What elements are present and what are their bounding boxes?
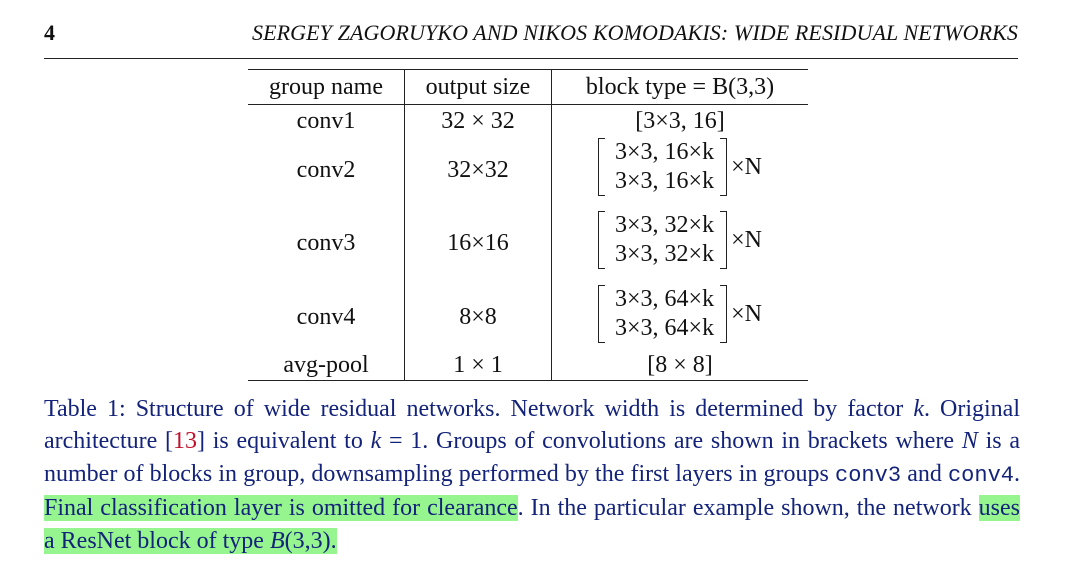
cell-block: 3×3, 64×k 3×3, 64×k ×N bbox=[551, 282, 808, 351]
caption-var-k: k bbox=[913, 396, 924, 422]
caption-text: . In the particular example shown, the n… bbox=[517, 495, 979, 522]
right-bracket bbox=[720, 211, 728, 269]
caption-text: is a number of blocks in group, downsamp… bbox=[44, 428, 1020, 487]
caption-text: . bbox=[1014, 460, 1020, 487]
block-multiplier: ×N bbox=[731, 154, 762, 180]
caption-text: and bbox=[901, 460, 948, 487]
caption-code: conv4 bbox=[947, 462, 1014, 488]
block-line: 3×3, 32×k bbox=[615, 241, 715, 267]
left-bracket bbox=[598, 138, 606, 196]
table-caption: Table 1: Structure of wide residual netw… bbox=[44, 393, 1021, 557]
citation-link[interactable]: 13 bbox=[172, 428, 197, 455]
cell-output: 8×8 bbox=[404, 282, 552, 351]
caption-var-k: k bbox=[370, 428, 382, 455]
block-line: 3×3, 64×k bbox=[615, 315, 715, 341]
caption-text: = 1. Groups of convolutions are shown in… bbox=[381, 428, 962, 455]
page-number: 4 bbox=[44, 20, 55, 45]
table-row: conv3 16×16 3×3, 32×k 3×3, 32×k ×N bbox=[248, 202, 808, 283]
caption-text: Table 1: Structure of wide residual netw… bbox=[44, 396, 914, 422]
highlight-var-b: B bbox=[269, 527, 285, 554]
cell-group: conv1 bbox=[296, 107, 356, 134]
caption-text: . Original architecture [ bbox=[44, 396, 1021, 455]
cell-group: conv2 bbox=[296, 156, 356, 183]
cell-group: conv4 bbox=[296, 303, 356, 330]
header-rule bbox=[44, 58, 1018, 59]
table-row: avg-pool 1 × 1 [8 × 8] bbox=[248, 350, 808, 381]
header-group-name: group name bbox=[248, 69, 405, 105]
caption-text: ] is equivalent to bbox=[196, 428, 371, 455]
right-bracket bbox=[720, 285, 728, 343]
cell-group: avg-pool bbox=[248, 350, 405, 381]
architecture-table: group name output size block type = B(3,… bbox=[248, 69, 808, 381]
table-row: conv1 32 × 32 [3×3, 16] bbox=[248, 104, 808, 137]
cell-output: 16×16 bbox=[404, 202, 552, 283]
highlight-text: (3,3). bbox=[284, 527, 337, 554]
table-row: conv2 32×32 3×3, 16×k 3×3, 16×k ×N bbox=[248, 136, 808, 203]
right-bracket bbox=[720, 138, 728, 196]
block-multiplier: ×N bbox=[731, 227, 762, 253]
left-bracket bbox=[598, 285, 606, 343]
header-block-type: block type = B(3,3) bbox=[551, 69, 808, 105]
cell-block: 3×3, 32×k 3×3, 32×k ×N bbox=[551, 202, 808, 283]
block-line: 3×3, 32×k bbox=[615, 212, 715, 238]
block-line: 3×3, 64×k bbox=[615, 286, 715, 312]
caption-var-n: N bbox=[961, 428, 978, 455]
highlight-1: Final classification layer is omitted fo… bbox=[44, 495, 518, 522]
caption-code: conv3 bbox=[835, 462, 902, 488]
cell-block: [8 × 8] bbox=[551, 350, 808, 381]
highlight-text: uses a ResNet block of type bbox=[44, 495, 1021, 554]
table-header-row: group name output size block type = B(3,… bbox=[248, 69, 808, 105]
left-bracket bbox=[598, 211, 606, 269]
block-line: 3×3, 16×k bbox=[615, 168, 715, 194]
table-row: conv4 8×8 3×3, 64×k 3×3, 64×k ×N bbox=[248, 282, 808, 351]
cell-group: conv3 bbox=[296, 229, 356, 256]
header-output-size: output size bbox=[404, 69, 552, 105]
cell-output: 32 × 32 bbox=[404, 104, 552, 137]
cell-output: 32×32 bbox=[404, 136, 552, 203]
running-title: SERGEY ZAGORUYKO AND NIKOS KOMODAKIS: WI… bbox=[251, 20, 1018, 45]
cell-block: [3×3, 16] bbox=[551, 104, 808, 137]
block-line: 3×3, 16×k bbox=[615, 139, 715, 165]
cell-block: 3×3, 16×k 3×3, 16×k ×N bbox=[551, 136, 808, 203]
cell-output: 1 × 1 bbox=[404, 350, 552, 381]
block-multiplier: ×N bbox=[731, 301, 762, 327]
